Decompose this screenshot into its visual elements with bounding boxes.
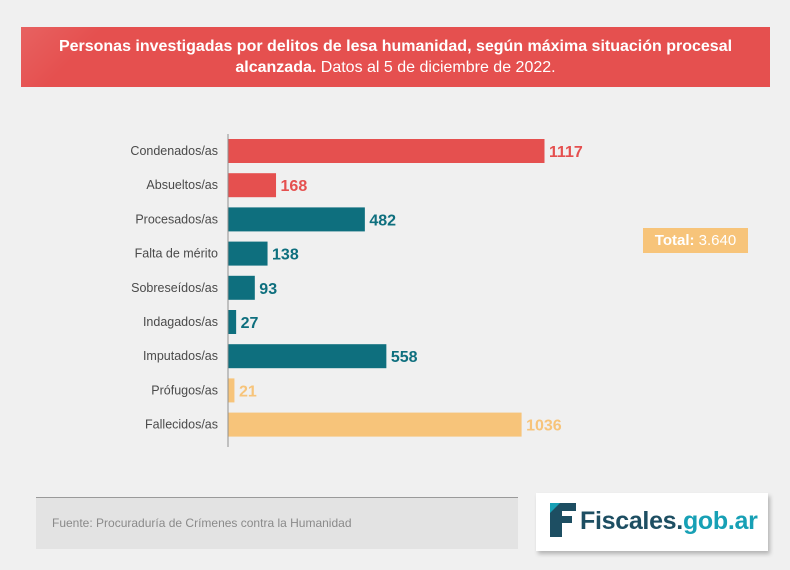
source-text: Fuente: Procuraduría de Crímenes contra … (52, 516, 352, 530)
category-label: Condenados/as (130, 144, 218, 158)
data-label: 168 (281, 178, 308, 195)
total-label: Total: (654, 232, 695, 249)
title-banner: Personas investigadas por delitos de les… (21, 27, 770, 87)
logo: Fiscales.gob.ar (536, 493, 768, 551)
total-badge: Total: 3.640 (643, 228, 748, 253)
category-label: Procesados/as (135, 212, 218, 226)
data-label: 93 (259, 281, 277, 298)
data-label: 27 (241, 315, 259, 332)
bar (228, 275, 255, 300)
banner-decoration (21, 27, 101, 87)
data-label: 558 (391, 349, 418, 366)
logo-text: Fiscales.gob.ar (580, 507, 758, 536)
bar (228, 207, 365, 232)
logo-flag-icon (550, 503, 576, 537)
total-value: 3.640 (698, 232, 737, 249)
category-label: Fallecidos/as (145, 418, 218, 432)
data-label: 482 (369, 212, 396, 229)
source-box: Fuente: Procuraduría de Crímenes contra … (36, 497, 518, 549)
data-label: 1036 (526, 418, 562, 435)
bar (228, 378, 235, 403)
category-label: Imputados/as (143, 349, 218, 363)
data-label: 138 (272, 247, 299, 264)
bar (228, 173, 277, 198)
chart-title-regular: Datos al 5 de diciembre de 2022. (316, 59, 556, 76)
data-label: 1117 (549, 144, 583, 161)
bar (228, 241, 268, 266)
category-label: Falta de mérito (135, 247, 218, 261)
chart-title: Personas investigadas por delitos de les… (41, 36, 750, 78)
category-label: Indagados/as (143, 315, 218, 329)
bar (228, 412, 522, 437)
category-label: Absueltos/as (146, 178, 218, 192)
data-label: 21 (239, 383, 257, 400)
category-label: Sobreseídos/as (131, 281, 218, 295)
logo-text-accent: gob.ar (682, 507, 758, 535)
logo-text-main: Fiscales. (580, 507, 683, 535)
chart-title-bold: Personas investigadas por delitos de les… (58, 38, 733, 76)
bar (228, 344, 387, 369)
bar (228, 139, 545, 163)
bar (228, 310, 237, 334)
category-label: Prófugos/as (151, 383, 218, 397)
bar-chart: Condenados/as 1117 Absueltos/as 168 Procesad… (130, 134, 583, 447)
